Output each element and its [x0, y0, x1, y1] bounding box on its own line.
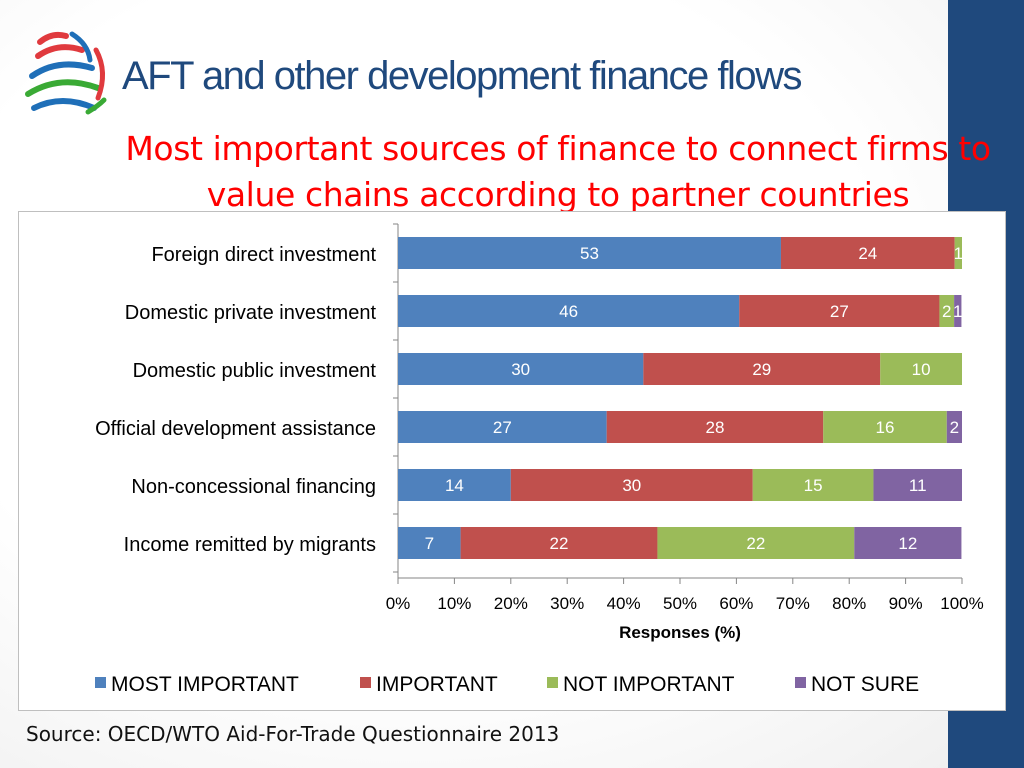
source-note: Source: OECD/WTO Aid-For-Trade Questionn…	[26, 722, 560, 746]
data-label-not-important-income-remitted-by-migrants: 22	[746, 534, 765, 553]
legend-swatch-not-important	[547, 677, 558, 688]
bar-most-important-income-remitted-by-migrants	[398, 527, 461, 559]
data-label-not-important-non-concessional-financing: 15	[804, 476, 823, 495]
data-label-important-foreign-direct-investment: 24	[858, 244, 877, 263]
bar-important-non-concessional-financing	[510, 469, 753, 501]
category-label-official-development-assistance: Official development assistance	[95, 418, 376, 440]
legend-swatch-not-sure	[795, 677, 806, 688]
legend-label-not-sure: NOT SURE	[811, 673, 919, 696]
data-label-most-important-domestic-public-investment: 30	[511, 360, 530, 379]
data-label-not-important-official-development-assistance: 16	[876, 418, 895, 437]
slide-title: AFT and other development finance flows	[122, 54, 802, 98]
data-label-not-important-domestic-private-investment: 2	[942, 302, 951, 321]
bar-most-important-domestic-public-investment	[398, 353, 644, 385]
chart-subtitle: Most important sources of finance to con…	[125, 129, 991, 214]
category-label-domestic-private-investment: Domestic private investment	[125, 302, 377, 324]
legend-swatch-important	[360, 677, 371, 688]
x-tick-label: 0%	[386, 594, 411, 613]
data-label-most-important-non-concessional-financing: 14	[445, 476, 464, 495]
legend-label-important: IMPORTANT	[376, 673, 498, 696]
category-label-non-concessional-financing: Non-concessional financing	[131, 476, 376, 498]
data-label-not-sure-non-concessional-financing: 11	[909, 476, 927, 495]
bar-not-sure-official-development-assistance	[946, 411, 962, 443]
data-label-not-sure-official-development-assistance: 2	[950, 418, 959, 437]
x-tick-label: 40%	[607, 594, 641, 613]
data-label-most-important-domestic-private-investment: 46	[559, 302, 578, 321]
x-tick-label: 10%	[437, 594, 471, 613]
x-tick-label: 70%	[776, 594, 810, 613]
bar-not-important-domestic-private-investment	[939, 295, 955, 327]
x-tick-label: 100%	[940, 594, 983, 613]
x-tick-label: 30%	[550, 594, 584, 613]
bar-not-important-income-remitted-by-migrants	[657, 527, 855, 559]
x-tick-label: 60%	[719, 594, 753, 613]
bar-not-sure-domestic-private-investment	[954, 295, 962, 327]
data-label-not-sure-domestic-private-investment: 1	[953, 302, 962, 321]
data-label-important-domestic-public-investment: 29	[752, 360, 771, 379]
bar-important-domestic-private-investment	[739, 295, 940, 327]
x-tick-label: 80%	[832, 594, 866, 613]
data-label-most-important-foreign-direct-investment: 53	[580, 244, 599, 263]
x-axis-title: Responses (%)	[619, 623, 741, 642]
bar-most-important-domestic-private-investment	[398, 295, 740, 327]
bar-important-foreign-direct-investment	[780, 237, 955, 269]
data-label-most-important-income-remitted-by-migrants: 7	[425, 534, 434, 553]
data-label-not-sure-income-remitted-by-migrants: 12	[898, 534, 917, 553]
bar-most-important-non-concessional-financing	[398, 469, 511, 501]
bar-not-sure-non-concessional-financing	[873, 469, 962, 501]
x-tick-label: 50%	[663, 594, 697, 613]
data-label-important-non-concessional-financing: 30	[622, 476, 641, 495]
category-label-foreign-direct-investment: Foreign direct investment	[151, 244, 376, 266]
category-label-income-remitted-by-migrants: Income remitted by migrants	[124, 534, 376, 556]
bar-not-sure-income-remitted-by-migrants	[854, 527, 962, 559]
x-tick-label: 20%	[494, 594, 528, 613]
legend-label-most-important: MOST IMPORTANT	[111, 673, 299, 696]
bar-most-important-foreign-direct-investment	[398, 237, 781, 269]
data-label-important-income-remitted-by-migrants: 22	[550, 534, 569, 553]
bar-not-important-foreign-direct-investment	[954, 237, 962, 269]
data-label-not-important-domestic-public-investment: 10	[912, 360, 931, 379]
bar-important-income-remitted-by-migrants	[460, 527, 658, 559]
chart-area: Foreign direct investment 53 24 1 Domestic p…	[18, 211, 1006, 711]
stacked-bar-chart: Foreign direct investment 53 24 1 Domestic p…	[95, 223, 984, 696]
bar-important-official-development-assistance	[606, 411, 824, 443]
bar-important-domestic-public-investment	[643, 353, 881, 385]
legend-label-not-important: NOT IMPORTANT	[563, 673, 735, 696]
x-tick-label: 90%	[889, 594, 923, 613]
data-label-not-important-foreign-direct-investment: 1	[954, 244, 963, 263]
bar-not-important-domestic-public-investment	[880, 353, 962, 385]
bar-not-important-non-concessional-financing	[752, 469, 874, 501]
category-label-domestic-public-investment: Domestic public investment	[133, 360, 377, 382]
data-label-important-domestic-private-investment: 27	[830, 302, 849, 321]
bar-most-important-official-development-assistance	[398, 411, 607, 443]
data-label-most-important-official-development-assistance: 27	[493, 418, 512, 437]
bar-not-important-official-development-assistance	[823, 411, 947, 443]
data-label-important-official-development-assistance: 28	[706, 418, 725, 437]
wto-logo-icon	[25, 31, 107, 115]
legend-swatch-most-important	[95, 677, 106, 688]
